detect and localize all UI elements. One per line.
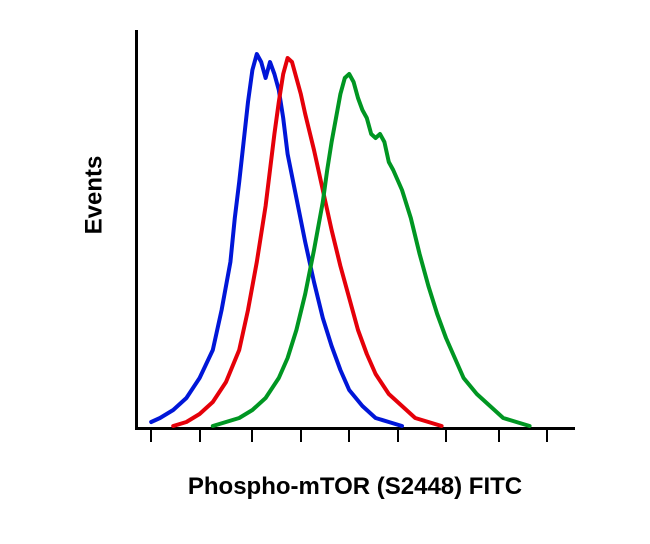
curve-red (173, 58, 441, 426)
x-tick (498, 430, 500, 442)
y-axis-label: Events (80, 156, 108, 235)
x-tick (397, 430, 399, 442)
plot-area (135, 30, 575, 430)
x-tick (150, 430, 152, 442)
x-tick (445, 430, 447, 442)
x-tick (546, 430, 548, 442)
chart-container (135, 30, 575, 430)
x-tick (251, 430, 253, 442)
x-tick (300, 430, 302, 442)
x-tick (199, 430, 201, 442)
histogram-curves (138, 30, 578, 430)
x-axis-label: Phospho-mTOR (S2448) FITC (135, 473, 575, 501)
x-tick (348, 430, 350, 442)
